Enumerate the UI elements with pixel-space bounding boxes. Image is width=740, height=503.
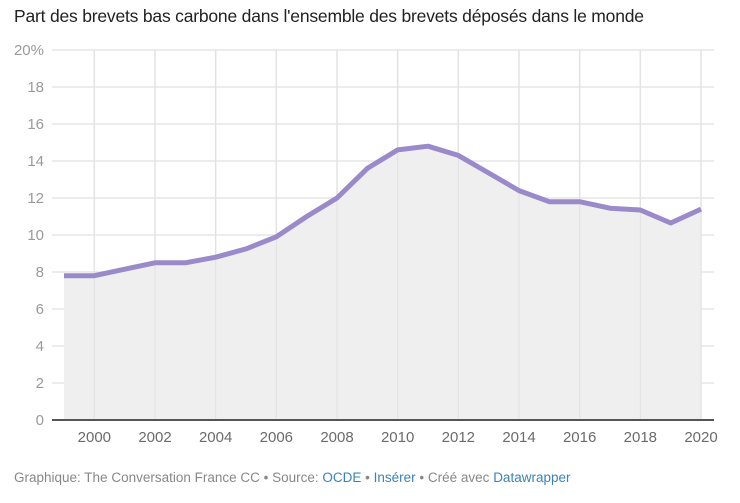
x-tick-label: 2020	[684, 429, 717, 446]
y-tick-label: 4	[36, 338, 44, 355]
y-tick-label: 16	[27, 116, 44, 133]
y-tick-label: 20%	[14, 42, 44, 59]
y-tick-label: 14	[27, 153, 44, 170]
y-tick-label: 0	[36, 412, 44, 429]
footer-credit: Graphique: The Conversation France CC • …	[14, 470, 323, 485]
x-tick-label: 2018	[624, 429, 657, 446]
area-fill	[64, 146, 701, 420]
y-tick-label: 12	[27, 190, 44, 207]
x-tick-label: 2014	[502, 429, 535, 446]
x-tick-label: 2004	[199, 429, 232, 446]
y-tick-label: 6	[36, 301, 44, 318]
footer-separator: •	[361, 470, 374, 485]
x-tick-label: 2012	[442, 429, 475, 446]
series-line	[64, 143, 703, 279]
embed-link[interactable]: Insérer	[373, 470, 416, 485]
x-tick-label: 2002	[138, 429, 171, 446]
x-axis-ticks: 2000 2002 2004 2006 2008 2010 2012 2014 2016 2018…	[78, 429, 718, 446]
y-tick-label: 10	[27, 227, 44, 244]
y-tick-label: 8	[36, 264, 44, 281]
x-tick-label: 2000	[78, 429, 111, 446]
chart-title: Part des brevets bas carbone dans l'ense…	[14, 6, 644, 26]
datawrapper-link[interactable]: Datawrapper	[493, 470, 571, 485]
x-tick-label: 2006	[260, 429, 293, 446]
chart-footer: Graphique: The Conversation France CC • …	[14, 470, 570, 485]
footer-created-with: • Créé avec	[415, 470, 494, 485]
x-tick-label: 2016	[563, 429, 596, 446]
y-tick-label: 18	[27, 79, 44, 96]
y-tick-label: 2	[36, 375, 44, 392]
source-link[interactable]: OCDE	[322, 470, 362, 485]
x-tick-label: 2010	[381, 429, 414, 446]
y-axis-ticks: 0 2 4 6 8 10 12 14 16 18 20%	[14, 42, 44, 429]
x-tick-label: 2008	[320, 429, 353, 446]
